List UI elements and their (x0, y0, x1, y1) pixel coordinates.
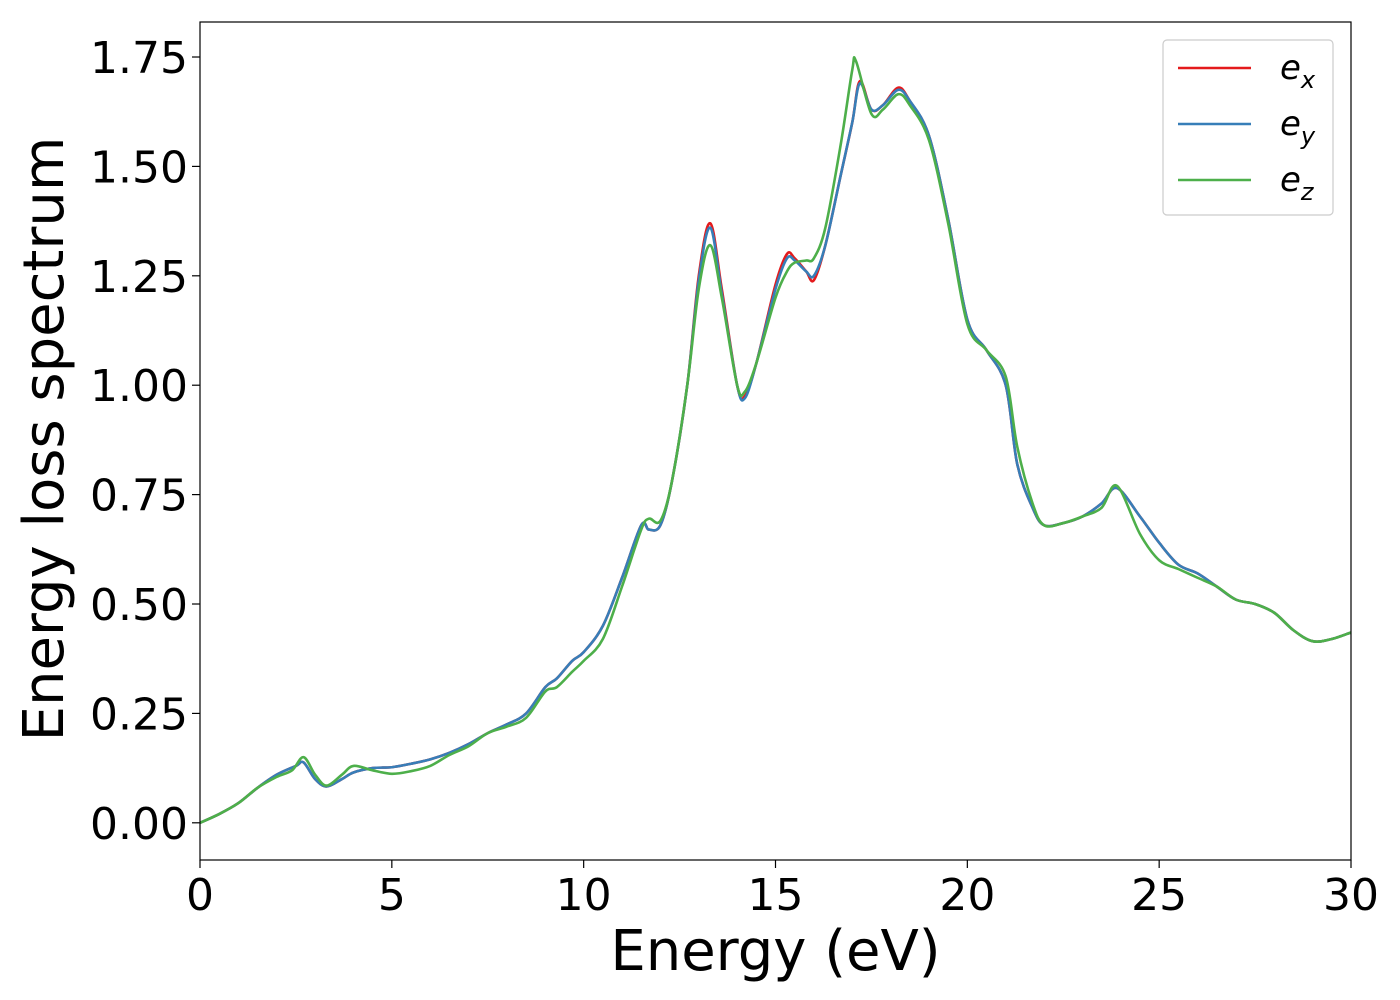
x-tick-label: 30 (1323, 870, 1379, 921)
x-tick-label: 10 (556, 870, 612, 921)
y-tick-label: 1.50 (90, 142, 188, 193)
x-axis-title: Energy (eV) (610, 919, 940, 984)
x-tick-label: 25 (1131, 870, 1187, 921)
x-tick-label: 15 (748, 870, 804, 921)
legend: ex ey ez (1162, 39, 1334, 216)
plot-lines (200, 55, 1351, 824)
y-tick-label: 1.00 (90, 361, 188, 412)
legend-label-z: ez (1280, 160, 1315, 206)
y-tick-label: 0.50 (90, 580, 188, 631)
y-tick-label: 0.25 (90, 689, 188, 740)
y-tick-label: 0.00 (90, 799, 188, 850)
y-tick-label: 1.75 (90, 33, 188, 84)
y-axis-title: Energy loss spectrum (12, 137, 77, 742)
x-tick-label: 20 (939, 870, 995, 921)
legend-box (1162, 39, 1334, 216)
legend-label-x: ex (1280, 48, 1316, 94)
y-tick-label: 0.75 (90, 471, 188, 522)
x-tick-label: 0 (186, 870, 214, 921)
y-axis-ticks: 0.00 0.25 0.50 0.75 1.00 1.25 1.50 1.75 (90, 33, 200, 850)
x-tick-label: 5 (378, 870, 406, 921)
series-line-z (200, 55, 1351, 824)
legend-label-y: ey (1280, 104, 1316, 150)
y-tick-label: 1.25 (90, 252, 188, 303)
x-axis-ticks: 0 5 10 15 20 25 30 (186, 860, 1379, 921)
